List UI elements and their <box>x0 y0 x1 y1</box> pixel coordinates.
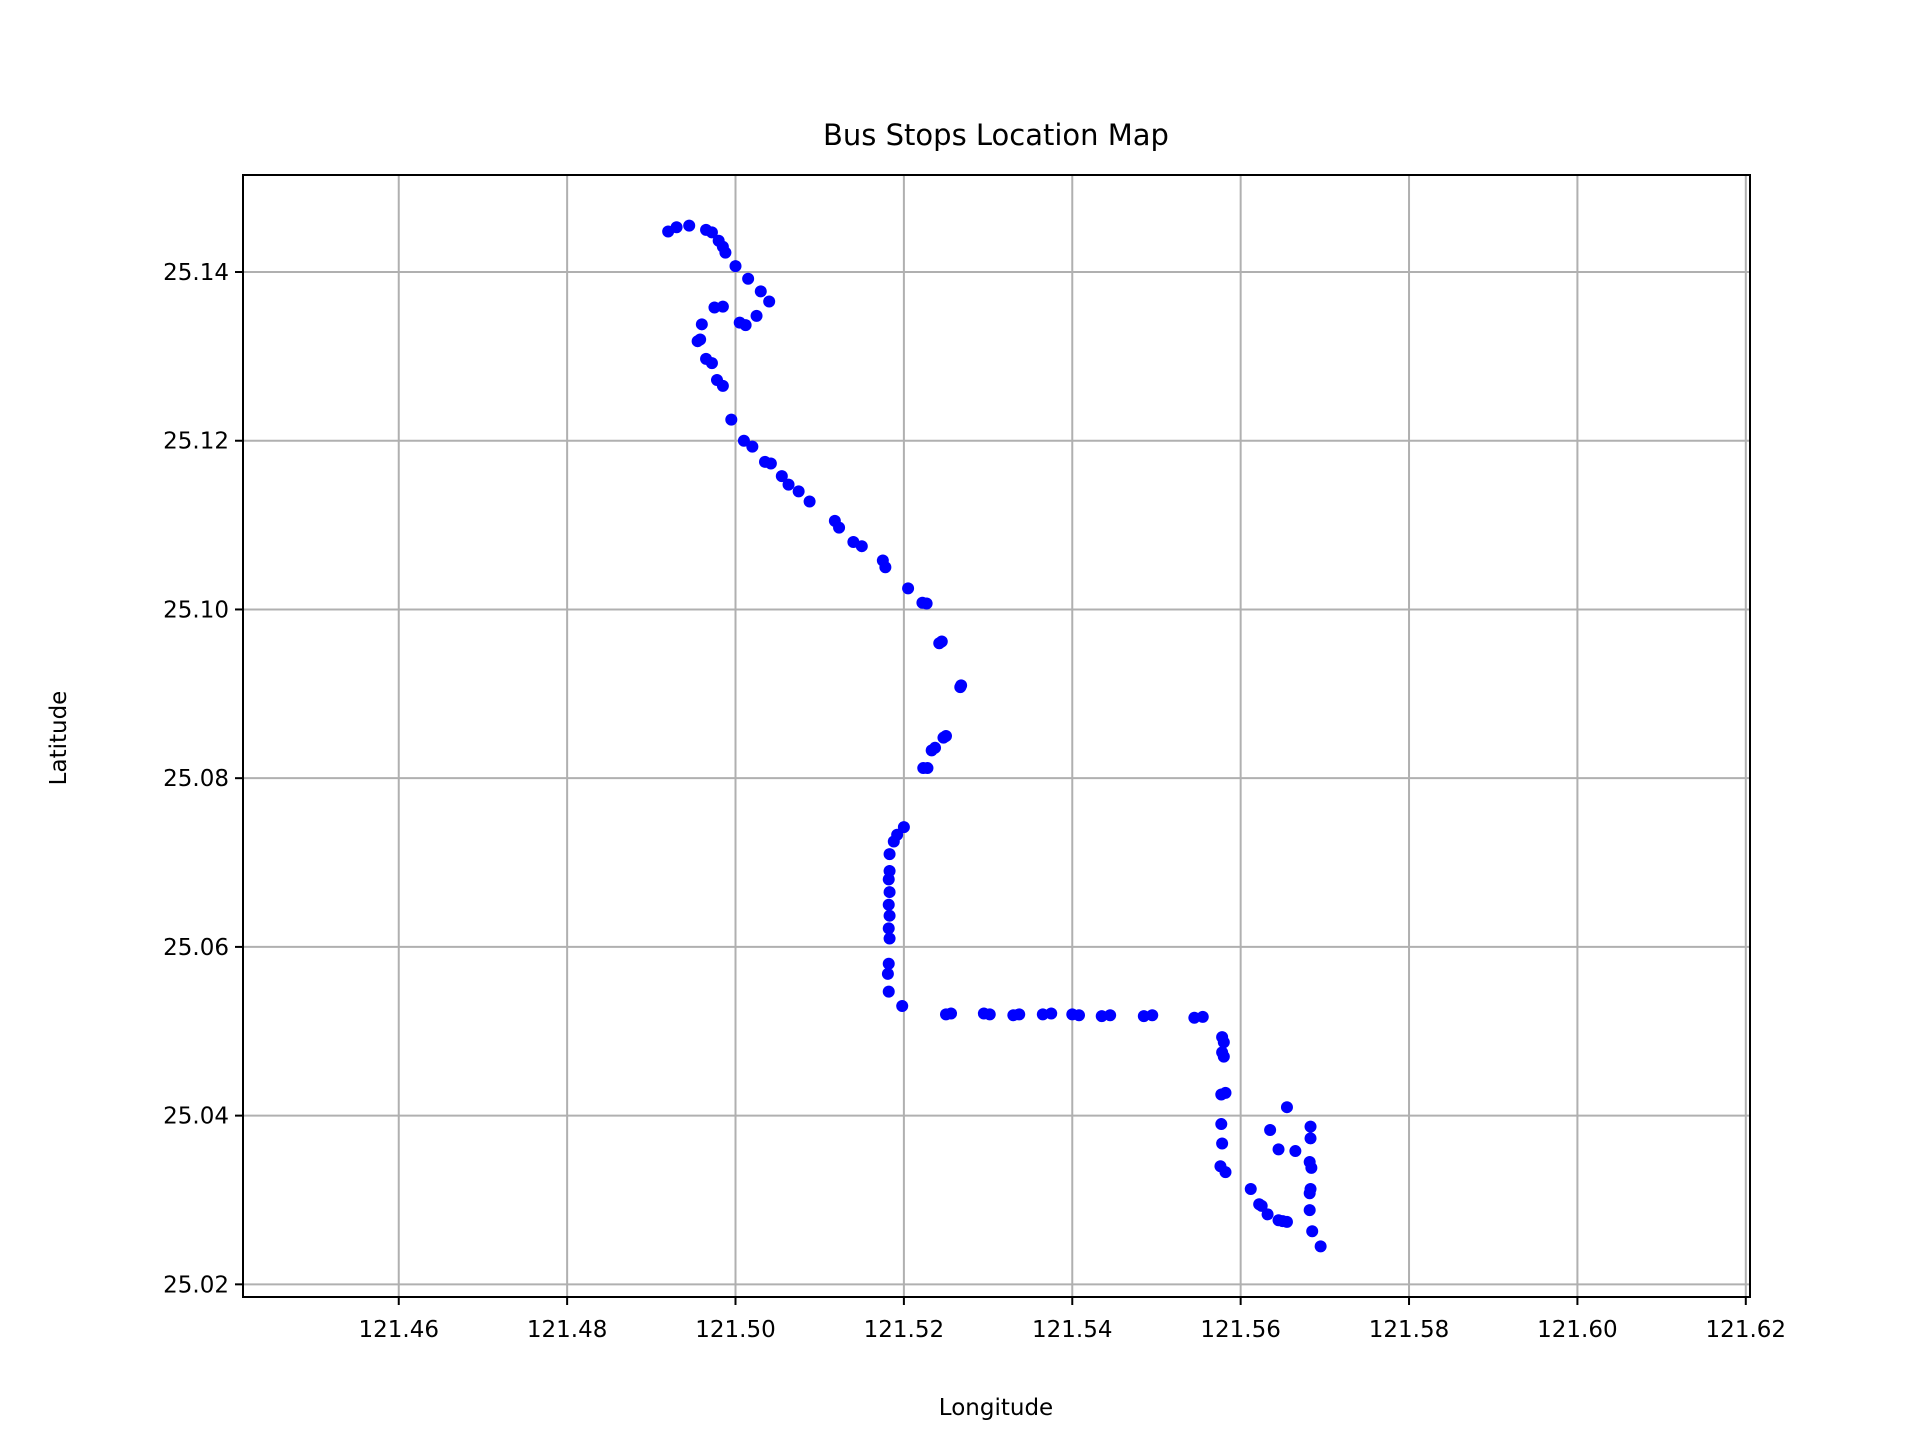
bus-stop-point <box>1306 1225 1319 1238</box>
bus-stop-point <box>1314 1240 1327 1253</box>
bus-stop-point <box>883 932 896 945</box>
x-tick-label: 121.46 <box>359 1317 439 1343</box>
bus-stop-point <box>683 219 696 232</box>
bus-stop-point <box>1255 1199 1268 1212</box>
bus-stop-point <box>855 540 868 553</box>
bus-stop-point <box>754 285 767 298</box>
bus-stop-point <box>1045 1007 1058 1020</box>
y-tick-label: 25.04 <box>163 1104 229 1130</box>
bus-stop-point <box>921 762 934 775</box>
bus-stop-point <box>1244 1183 1257 1196</box>
chart-title: Bus Stops Location Map <box>823 118 1169 152</box>
bus-stop-point <box>883 886 896 899</box>
bus-stop-point <box>1280 1101 1293 1114</box>
x-tick-label: 121.54 <box>1032 1317 1112 1343</box>
y-tick-label: 25.12 <box>163 429 229 455</box>
bus-stop-point <box>882 873 895 886</box>
bus-stop-point <box>792 485 805 498</box>
bus-stop-point <box>803 495 816 508</box>
y-tick-label: 25.14 <box>163 260 229 286</box>
bus-stop-point <box>833 521 846 534</box>
bus-stop-point <box>1305 1161 1318 1174</box>
bus-stop-point <box>705 357 718 370</box>
y-tick-label: 25.08 <box>163 766 229 792</box>
bus-stop-point <box>882 922 895 935</box>
ticks-layer: 121.46 121.48 121.50 121.52 121.54 121.56 121.… <box>163 260 1786 1343</box>
y-axis-label: Latitude <box>46 691 72 786</box>
bus-stop-point <box>882 985 895 998</box>
bus-stop-point <box>1146 1009 1159 1022</box>
x-tick-label: 121.52 <box>864 1317 944 1343</box>
bus-stop-point <box>881 967 894 980</box>
bus-stop-point <box>883 909 896 922</box>
bus-stop-point <box>1196 1010 1209 1023</box>
bus-stop-point <box>945 1007 958 1020</box>
bus-stop-point <box>764 457 777 470</box>
y-tick-label: 25.06 <box>163 935 229 961</box>
bus-stop-point <box>1304 1132 1317 1145</box>
x-tick-label: 121.58 <box>1369 1317 1449 1343</box>
bus-stop-point <box>1073 1009 1086 1022</box>
bus-stop-point <box>725 413 738 426</box>
bus-stop-point <box>896 999 909 1012</box>
bus-stop-point <box>695 318 708 331</box>
bus-stop-point <box>1272 1143 1285 1156</box>
bus-stop-point <box>782 478 795 491</box>
bus-stop-point <box>691 335 704 348</box>
bus-stop-point <box>716 300 729 313</box>
bus-stop-point <box>1219 1086 1232 1099</box>
bus-stop-point <box>733 316 746 329</box>
bus-stop-point <box>882 957 895 970</box>
bus-stop-point <box>737 434 750 447</box>
bus-stop-point <box>1219 1166 1232 1179</box>
points-layer <box>662 219 1327 1253</box>
bus-stop-point <box>882 898 895 911</box>
x-tick-label: 121.48 <box>527 1317 607 1343</box>
y-tick-label: 25.10 <box>163 597 229 623</box>
bus-stop-point <box>1303 1204 1316 1217</box>
bus-stop-point <box>670 221 683 234</box>
bus-stop-point <box>1104 1009 1117 1022</box>
bus-stop-point <box>935 635 948 648</box>
bus-stop-point <box>742 272 755 285</box>
x-axis-label: Longitude <box>939 1395 1053 1421</box>
bus-stop-point <box>883 848 896 861</box>
x-tick-label: 121.50 <box>695 1317 775 1343</box>
bus-stop-point <box>920 597 933 610</box>
bus-stop-point <box>746 440 759 453</box>
bus-stop-point <box>775 470 788 483</box>
bus-stop-point <box>729 260 742 273</box>
bus-stop-point <box>1013 1008 1026 1021</box>
bus-stop-point <box>1303 1187 1316 1200</box>
bus-stop-point <box>955 679 968 692</box>
x-tick-label: 121.62 <box>1706 1317 1786 1343</box>
bus-stop-point <box>879 561 892 574</box>
bus-stop-point <box>1216 1137 1229 1150</box>
bus-stop-point <box>750 309 763 322</box>
bus-stop-point <box>902 582 915 595</box>
bus-stop-point <box>1304 1120 1317 1133</box>
bus-stop-point <box>1217 1036 1230 1049</box>
bus-stop-point <box>939 730 952 742</box>
bus-stop-point <box>929 741 942 754</box>
bus-stop-point <box>1215 1118 1228 1131</box>
x-tick-label: 121.56 <box>1200 1317 1280 1343</box>
x-tick-label: 121.60 <box>1537 1317 1617 1343</box>
plot-frame <box>242 174 1751 1298</box>
bus-stop-point <box>1217 1050 1230 1063</box>
bus-stop-point <box>1264 1123 1277 1136</box>
bus-stop-point <box>1289 1145 1302 1158</box>
bus-stop-point <box>983 1008 996 1021</box>
bus-stop-point <box>705 226 718 239</box>
grid-layer <box>243 175 1750 1297</box>
bus-stop-point <box>716 379 729 392</box>
y-tick-label: 25.02 <box>163 1272 229 1298</box>
bus-stop-point <box>1261 1208 1274 1221</box>
bus-stop-point <box>1280 1215 1293 1228</box>
bus-stop-point <box>763 295 776 308</box>
bus-stop-point <box>719 246 732 259</box>
bus-stop-point <box>887 835 900 848</box>
